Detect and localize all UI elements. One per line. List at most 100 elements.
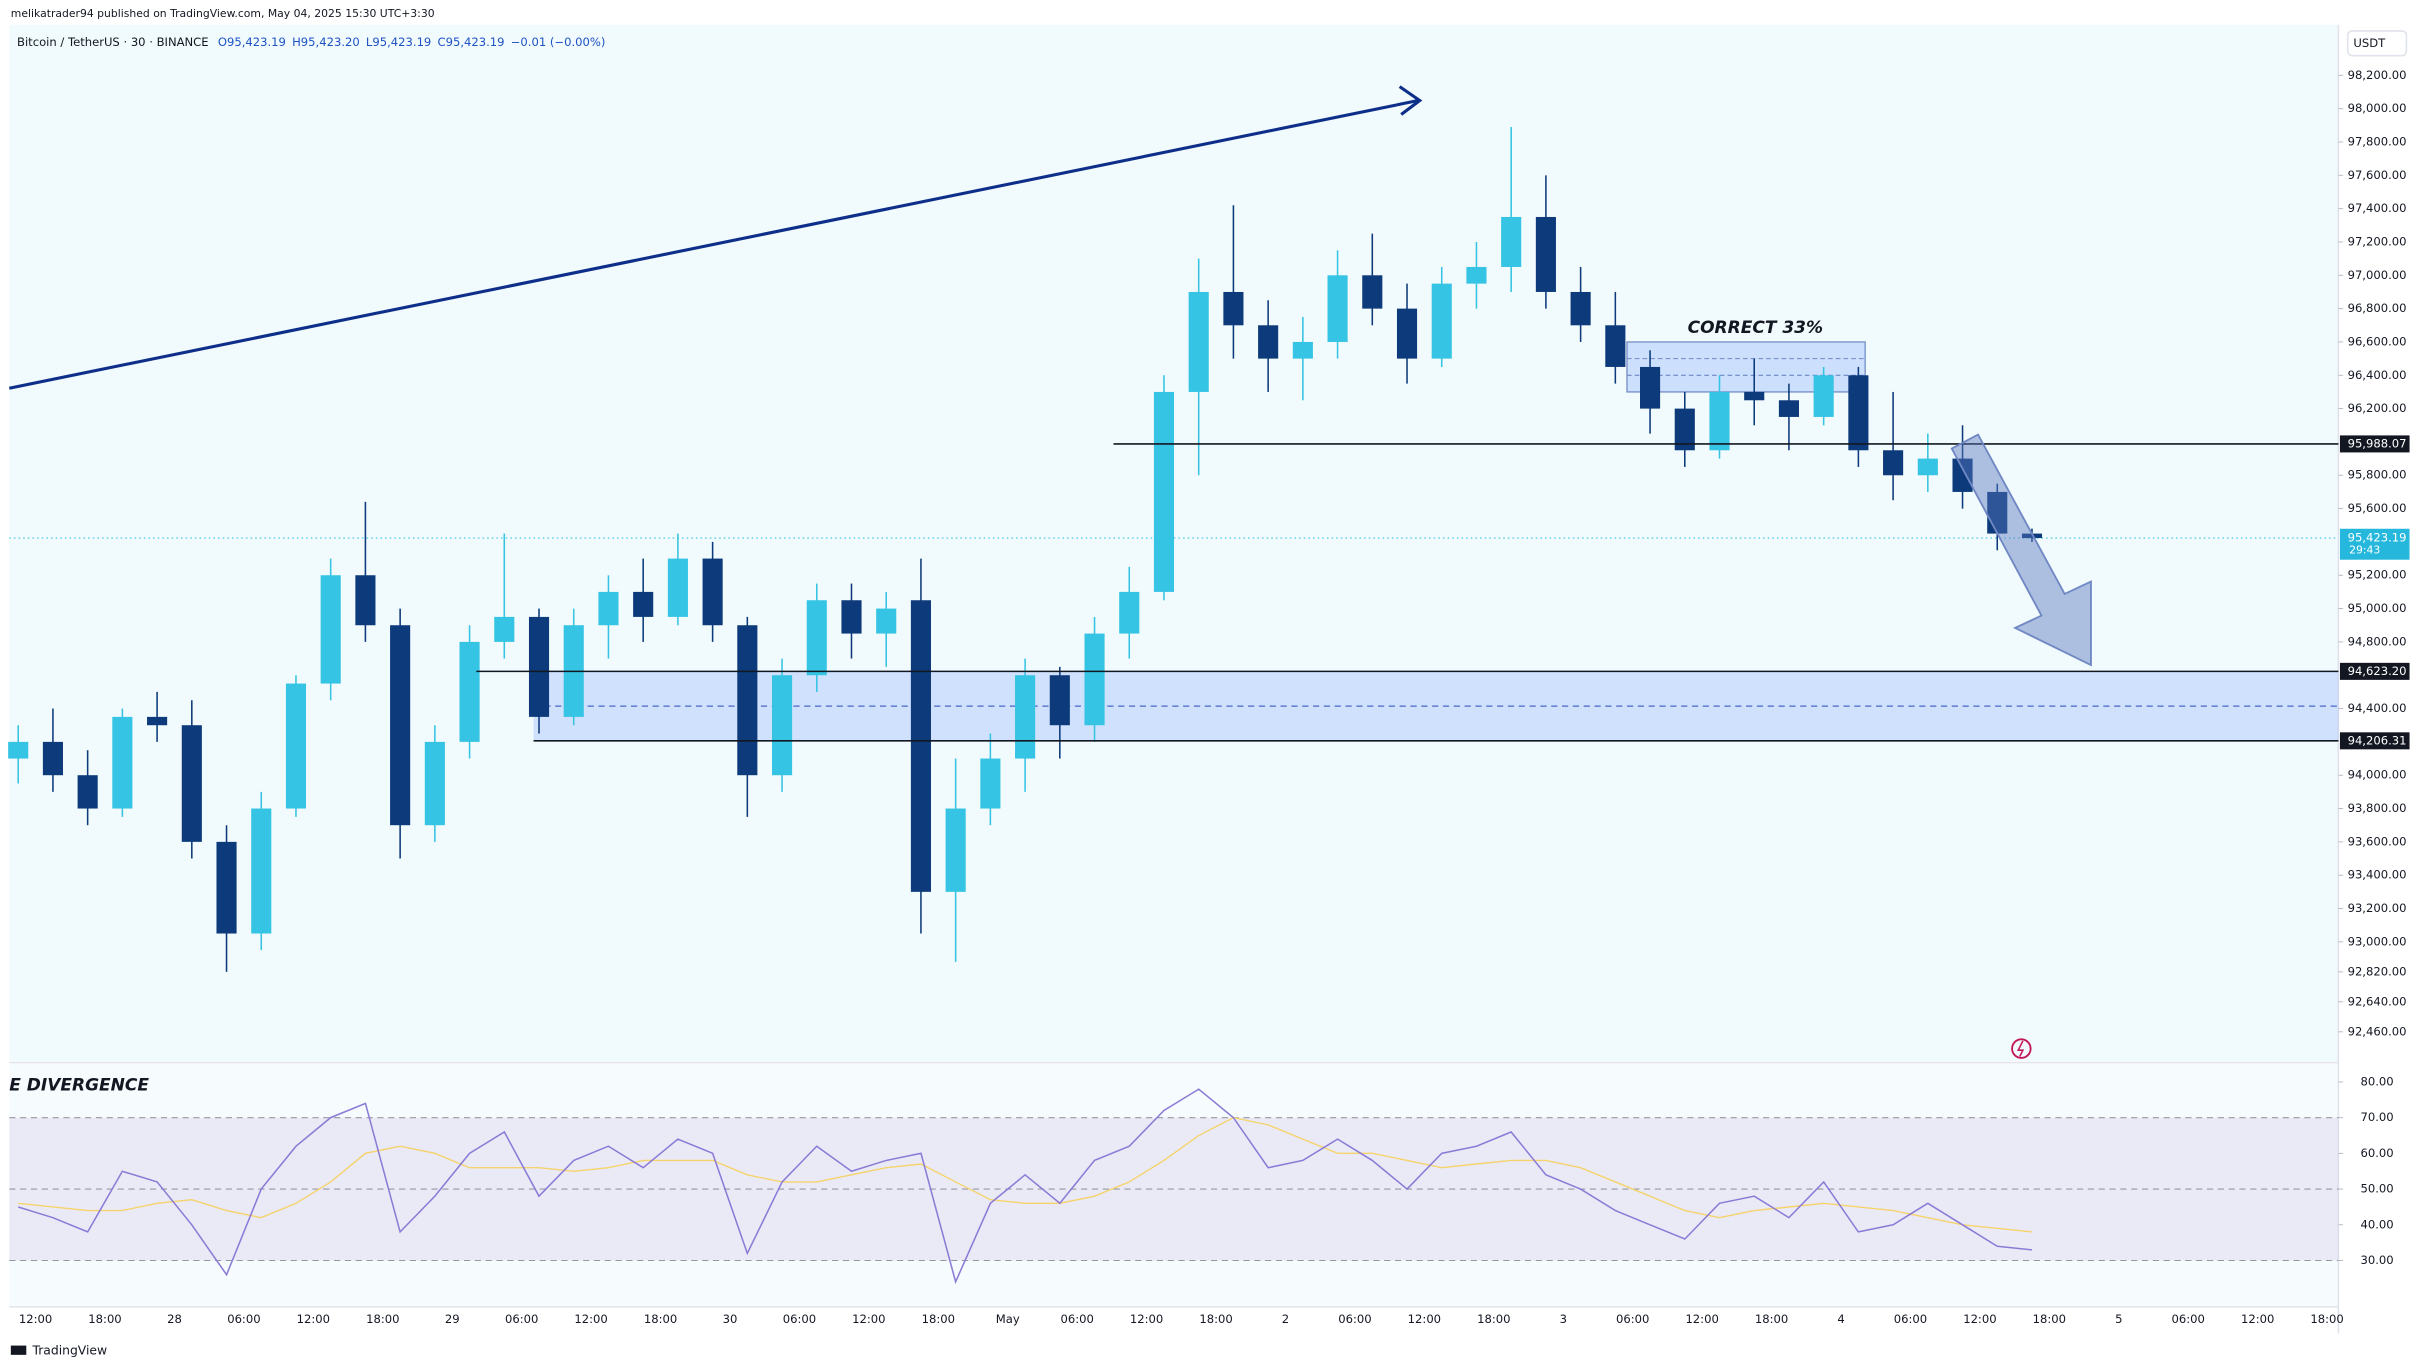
candle-body	[1501, 216, 1522, 267]
y-tick-label: 94,800.00	[2348, 634, 2407, 648]
level-tag	[2339, 662, 2410, 680]
y-tick-label: 92,460.00	[2348, 1024, 2407, 1038]
candle-body	[1883, 450, 1904, 476]
x-tick-label: 4	[1837, 1312, 1844, 1326]
y-tick-label: 96,200.00	[2348, 401, 2407, 415]
candle-body	[1605, 325, 1626, 367]
candle-body	[1188, 291, 1209, 392]
candle-body	[1778, 400, 1799, 417]
x-tick-label: 18:00	[922, 1312, 955, 1326]
x-tick-label: 12:00	[297, 1312, 330, 1326]
x-tick-label: May	[996, 1312, 1020, 1326]
candle-body	[1952, 458, 1973, 492]
footer: TradingView	[31, 1343, 107, 1357]
annotation: CORRECT 33%	[1688, 318, 1823, 338]
candle-body	[8, 741, 29, 759]
candle-body	[737, 625, 758, 776]
candle-body	[285, 683, 307, 809]
x-tick-label: 18:00	[2033, 1312, 2066, 1326]
y-tick-label: 95,200.00	[2348, 568, 2407, 582]
x-tick-label: 12:00	[19, 1312, 52, 1326]
level-label: 94,623.20	[2348, 664, 2407, 678]
alert-icon	[2011, 1038, 2032, 1059]
y-tick-label: 97,000.00	[2348, 268, 2407, 282]
candle-body	[1570, 291, 1591, 326]
candle-body	[528, 616, 550, 717]
x-tick-label: 18:00	[2310, 1312, 2343, 1326]
countdown: 29:43	[2349, 543, 2380, 556]
ohlc-change: −0.01 (−0.00%)	[511, 34, 606, 48]
x-tick-label: 28	[167, 1312, 182, 1326]
candle-body	[598, 591, 619, 626]
level-label: 94,206.31	[2348, 733, 2407, 747]
x-tick-label: 12:00	[1963, 1312, 1996, 1326]
candle-body	[667, 558, 688, 617]
candle-body	[77, 775, 98, 809]
symbol-line: Bitcoin / TetherUS · 30 · BINANCE O95,423…	[17, 34, 605, 48]
x-tick-label: 18:00	[1477, 1312, 1510, 1326]
candle-body	[980, 758, 1001, 809]
publisher: melikatrader94 published on TradingView.…	[11, 7, 435, 20]
candle-body	[1640, 366, 1661, 409]
candle-body	[1709, 391, 1730, 451]
y-tick-label: 95,600.00	[2348, 501, 2407, 515]
rsi-ma-line	[18, 1116, 2033, 1233]
y-tick-label: 70.00	[2360, 1110, 2393, 1124]
candle-body	[390, 625, 411, 826]
candle-body	[355, 575, 376, 626]
candle-body	[1119, 591, 1140, 634]
y-tick-label: 95,800.00	[2348, 468, 2407, 482]
y-tick-label: 80.00	[2360, 1074, 2393, 1088]
x-tick-label: 06:00	[1616, 1312, 1649, 1326]
current-price-label: 95,423.19	[2348, 531, 2407, 545]
candle-body	[424, 741, 445, 826]
y-tick-label: 94,000.00	[2348, 768, 2407, 782]
y-tick-label: 96,600.00	[2348, 334, 2407, 348]
x-tick-label: 12:00	[852, 1312, 885, 1326]
candle-body	[1431, 283, 1452, 359]
y-tick-label: 60.00	[2360, 1146, 2393, 1160]
y-tick-label: 95,000.00	[2348, 601, 2407, 615]
indicator-title: E DIVERGENCE	[9, 1076, 149, 1096]
x-tick-label: 30	[723, 1312, 738, 1326]
x-tick-label: 18:00	[1199, 1312, 1232, 1326]
candle-body	[1848, 375, 1869, 451]
x-tick-label: 2	[1282, 1312, 1289, 1326]
x-tick-label: 06:00	[1338, 1312, 1371, 1326]
x-tick-label: 18:00	[1755, 1312, 1788, 1326]
x-tick-label: 18:00	[644, 1312, 677, 1326]
candle-body	[841, 600, 862, 634]
candle-body	[1396, 308, 1418, 359]
y-tick-label: 97,200.00	[2348, 234, 2407, 248]
candle-body	[633, 591, 654, 617]
y-tick-label: 98,000.00	[2348, 101, 2407, 115]
x-tick-label: 18:00	[366, 1312, 399, 1326]
y-tick-label: 96,800.00	[2348, 301, 2407, 315]
x-tick-label: 12:00	[1685, 1312, 1718, 1326]
candle-body	[1015, 675, 1036, 759]
y-tick-label: 93,800.00	[2348, 801, 2407, 815]
candle-body	[806, 600, 827, 676]
candle-body	[2021, 533, 2043, 539]
ohlc-close: C95,423.19	[438, 34, 505, 48]
candle-body	[1813, 375, 1834, 417]
candle-body	[1674, 408, 1695, 451]
x-tick-label: 12:00	[1408, 1312, 1441, 1326]
x-tick-label: 06:00	[227, 1312, 260, 1326]
candle-body	[1153, 391, 1175, 592]
candle-body	[1917, 458, 1938, 476]
ohlc-open: O95,423.19	[218, 34, 286, 48]
level-tag	[2339, 435, 2410, 453]
y-tick-label: 30.00	[2360, 1253, 2393, 1267]
level-label: 95,988.07	[2348, 436, 2407, 450]
candle-body	[112, 716, 133, 809]
x-tick-label: 3	[1560, 1312, 1567, 1326]
candle-body	[459, 641, 480, 742]
down-arrow	[1950, 433, 2092, 667]
rsi-line	[18, 1088, 2033, 1285]
candle-body	[1535, 216, 1556, 292]
y-tick-label: 92,820.00	[2348, 964, 2407, 978]
candle-body	[772, 675, 793, 776]
